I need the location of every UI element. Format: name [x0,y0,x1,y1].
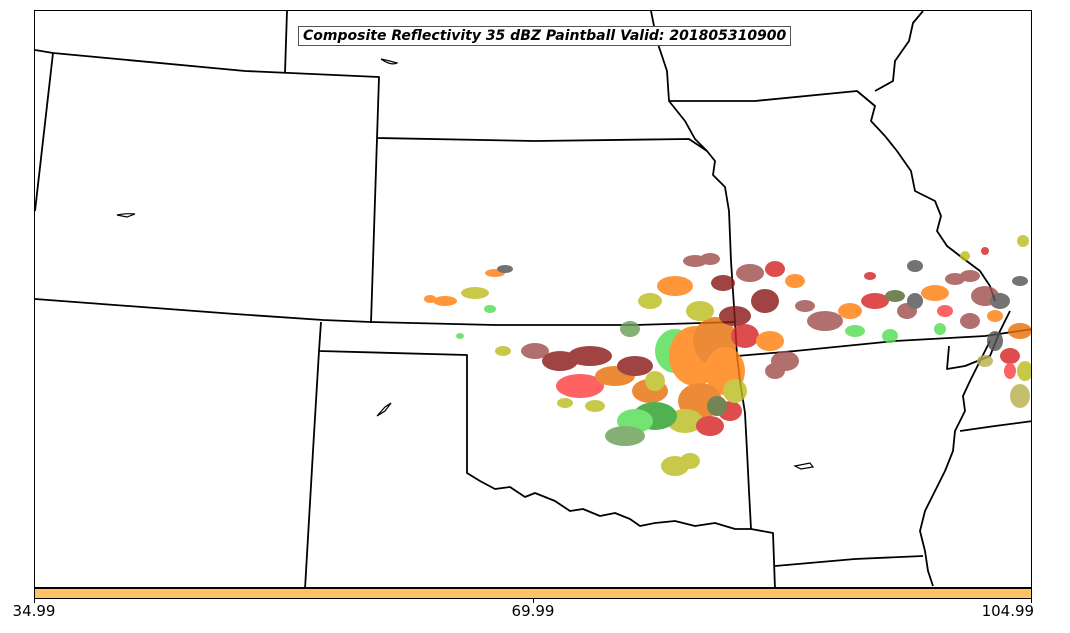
colorbar-tick-middle [533,599,534,603]
colorbar-tick-start [34,599,35,603]
map-title: Composite Reflectivity 35 dBZ Paintball … [298,26,792,46]
colorbar-tick-label-middle: 69.99 [511,602,555,620]
colorbar-tick-label-end: 104.99 [981,602,1035,620]
paintball-storm-cells [424,235,1031,476]
lakes [116,58,815,470]
map-canvas [35,11,1031,587]
map-panel: Composite Reflectivity 35 dBZ Paintball … [34,10,1032,588]
colorbar-tick-label-start: 34.99 [12,602,56,620]
colorbar-tick-end [1031,599,1032,603]
colorbar [34,588,1032,599]
